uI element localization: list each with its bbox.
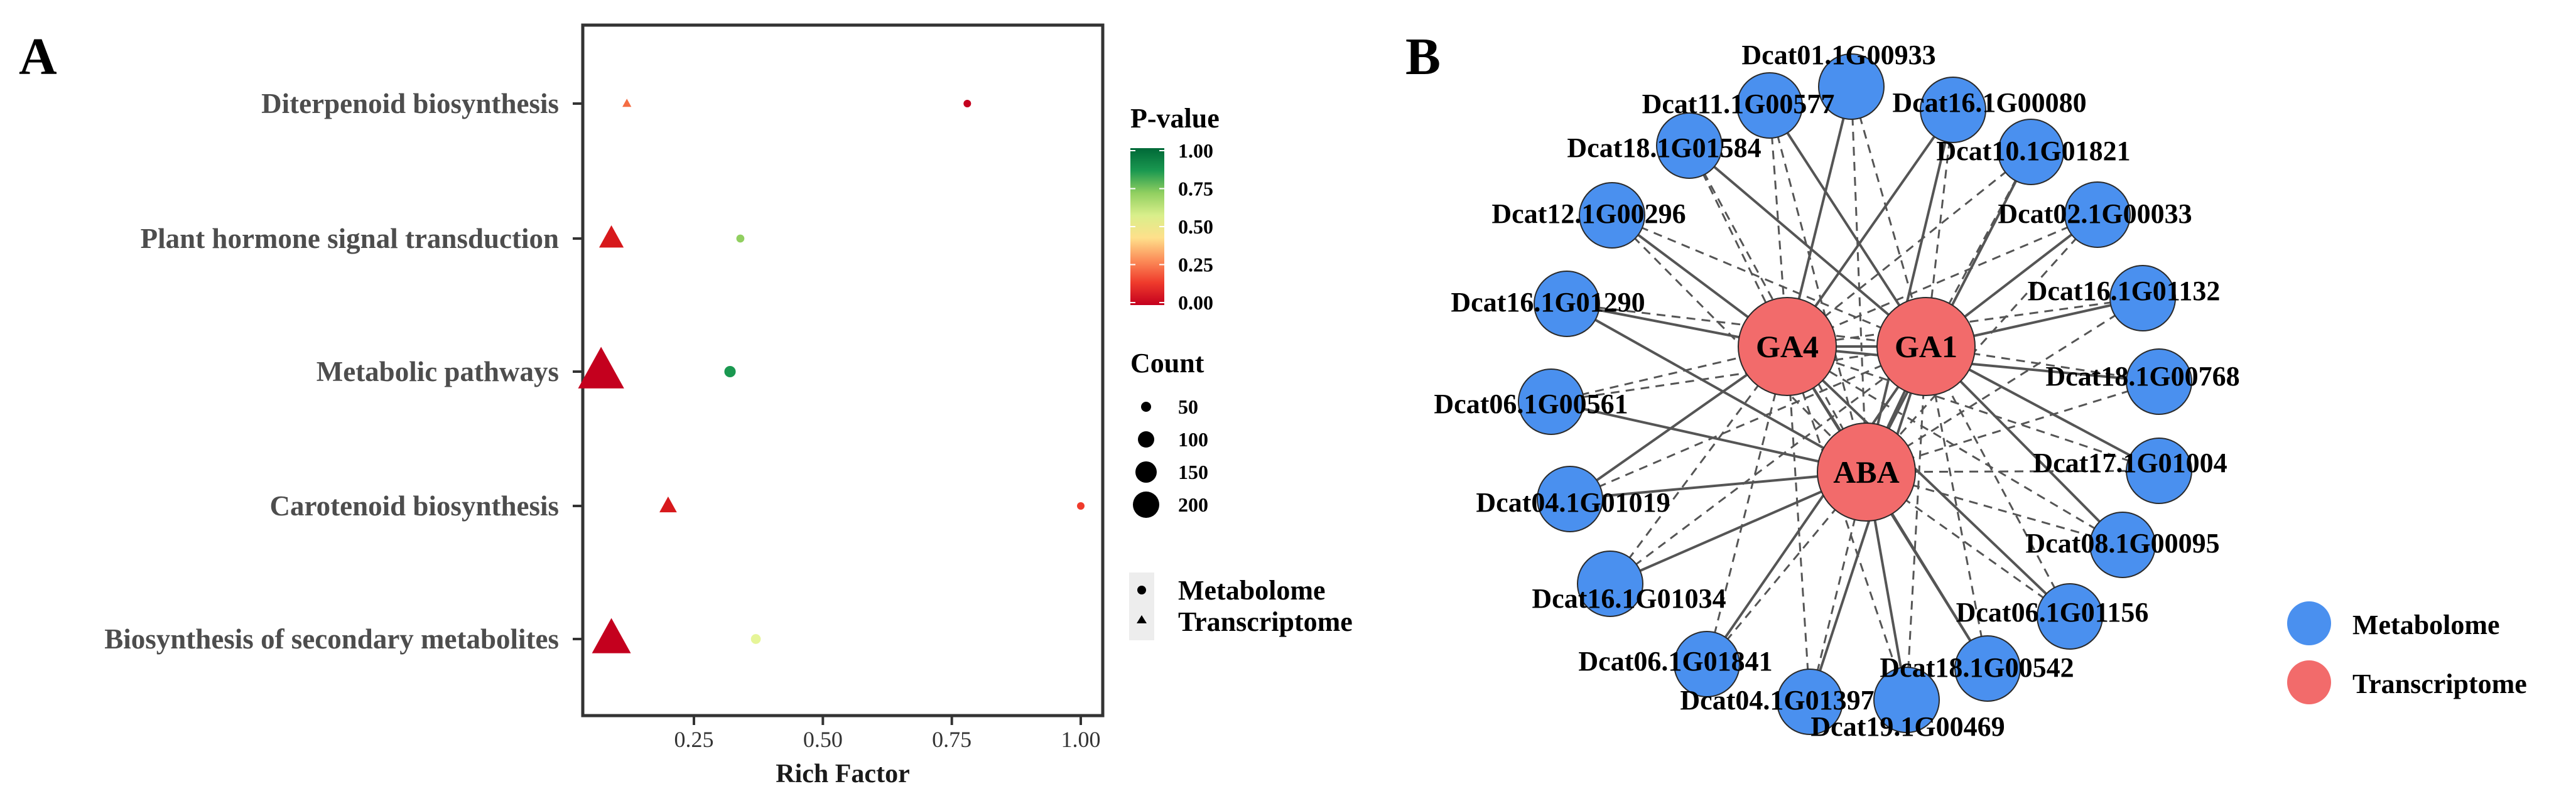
node-label-dcat06-1g00561: Dcat06.1G00561 (1434, 389, 1628, 419)
node-label-dcat04-1g01019: Dcat04.1G01019 (1476, 487, 1670, 518)
count-legend-circle-150 (1135, 461, 1157, 483)
shape-legend-metabolome: Metabolome (1178, 575, 1326, 606)
pvalue-tick-label-0.50: 0.50 (1178, 215, 1213, 238)
node-label-dcat18-1g00768: Dcat18.1G00768 (2045, 361, 2239, 392)
count-legend-circle-200 (1133, 492, 1159, 518)
node-label-dcat11-1g00577: Dcat11.1G00577 (1642, 89, 1835, 119)
dot-plot: Diterpenoid biosynthesis Plant hormone si… (104, 25, 1103, 788)
metabolome-point-metabolic-pathways (724, 366, 735, 377)
node-label-dcat01-1g00933: Dcat01.1G00933 (1741, 40, 1935, 70)
count-legend-label-200: 200 (1178, 493, 1208, 516)
count-legend-label-100: 100 (1178, 428, 1208, 451)
metabolome-point-plant-hormone-signal-transduction (737, 235, 745, 243)
metabolome-point-diterpenoid-biosynthesis (963, 100, 971, 107)
node-label-dcat16-1g01290: Dcat16.1G01290 (1451, 287, 1645, 318)
pvalue-tick-label-0.25: 0.25 (1178, 254, 1213, 276)
node-label-dcat12-1g00296: Dcat12.1G00296 (1491, 198, 1686, 229)
legend-transcriptome-swatch (2287, 660, 2331, 704)
node-label-dcat08-1g00095: Dcat08.1G00095 (2025, 528, 2219, 559)
hub-label-ga1: GA1 (1895, 329, 1957, 364)
pvalue-tick-label-0.00: 0.00 (1178, 291, 1213, 314)
x-tick-label-0.75: 0.75 (932, 727, 971, 752)
count-legend-circle-100 (1138, 431, 1154, 448)
figure-canvas: A Diterpenoid biosynthesis Plant hormone … (0, 0, 2576, 806)
x-axis-title: Rich Factor (776, 760, 909, 788)
category-label-plant-hormone-signal-transduction: Plant hormone signal transduction (141, 223, 559, 254)
pvalue-colorbar (1130, 148, 1164, 305)
node-label-dcat10-1g01821: Dcat10.1G01821 (1936, 136, 2130, 166)
x-tick-label-0.25: 0.25 (674, 727, 714, 752)
panel-a-label: A (19, 28, 57, 86)
category-label-diterpenoid-biosynthesis: Diterpenoid biosynthesis (261, 88, 559, 119)
count-legend-title: Count (1130, 348, 1204, 379)
category-label-carotenoid-biosynthesis: Carotenoid biosynthesis (269, 490, 559, 522)
metabolome-point-carotenoid-biosynthesis (1077, 502, 1085, 510)
count-legend: 50 100 150 200 (1133, 395, 1208, 518)
plot-frame (583, 25, 1103, 716)
shape-legend-circle-key (1137, 586, 1146, 594)
node-label-dcat18-1g01584: Dcat18.1G01584 (1567, 132, 1761, 163)
legend-metabolome-label: Metabolome (2352, 610, 2500, 640)
node-label-dcat16-1g00080: Dcat16.1G00080 (1892, 87, 2086, 118)
pvalue-legend-title: P-value (1130, 103, 1220, 134)
category-label-metabolic-pathways: Metabolic pathways (317, 356, 559, 387)
count-legend-circle-50 (1141, 402, 1151, 412)
hub-label-ga4: GA4 (1756, 329, 1819, 364)
edge-dcat11-1g00577-aba (1770, 105, 1866, 472)
panel-b-legend: Metabolome Transcriptome (2287, 601, 2527, 704)
network-graph: GA4 GA1 ABA Dcat01.1G00933 Dcat11.1G00577 Dca… (1434, 40, 2239, 742)
node-label-dcat16-1g01132: Dcat16.1G01132 (2028, 276, 2221, 306)
node-label-dcat02-1g00033: Dcat02.1G00033 (1998, 198, 2192, 229)
legend-transcriptome-label: Transcriptome (2352, 669, 2527, 699)
node-label-dcat16-1g01034: Dcat16.1G01034 (1532, 583, 1726, 614)
x-tick-label-0.50: 0.50 (803, 727, 843, 752)
count-legend-label-150: 150 (1178, 461, 1208, 483)
panel-b-label: B (1405, 28, 1441, 86)
category-labels: Diterpenoid biosynthesis Plant hormone si… (104, 88, 559, 655)
count-legend-label-50: 50 (1178, 395, 1198, 418)
node-label-dcat17-1g01004: Dcat17.1G01004 (2033, 448, 2227, 478)
edge-dcat04-1g01397-ga4 (1787, 347, 1810, 702)
node-label-dcat06-1g01841: Dcat06.1G01841 (1578, 646, 1772, 677)
pvalue-tick-label-0.75: 0.75 (1178, 178, 1213, 200)
node-label-dcat06-1g01156: Dcat06.1G01156 (1956, 597, 2149, 628)
shape-legend-key-bg (1129, 572, 1154, 640)
x-tick-label-1.00: 1.00 (1061, 727, 1101, 752)
legend-metabolome-swatch (2287, 601, 2331, 645)
pvalue-tick-label-1.00: 1.00 (1178, 139, 1213, 162)
hub-label-aba: ABA (1833, 454, 1900, 490)
shape-legend-transcriptome: Transcriptome (1178, 606, 1353, 637)
category-label-biosynthesis-of-secondary-metabolites: Biosynthesis of secondary metabolites (104, 623, 559, 655)
x-ticks: 0.25 0.50 0.75 1.00 (674, 716, 1101, 752)
node-label-dcat19-1g00469: Dcat19.1G00469 (1810, 711, 2005, 742)
metabolome-point-biosynthesis-of-secondary-metabolites (751, 634, 761, 644)
node-label-dcat18-1g00542: Dcat18.1G00542 (1880, 652, 2074, 683)
panel-a-legend: P-value 1.00 0.75 0.50 0.25 0.00 Count 50 100… (1129, 103, 1353, 640)
